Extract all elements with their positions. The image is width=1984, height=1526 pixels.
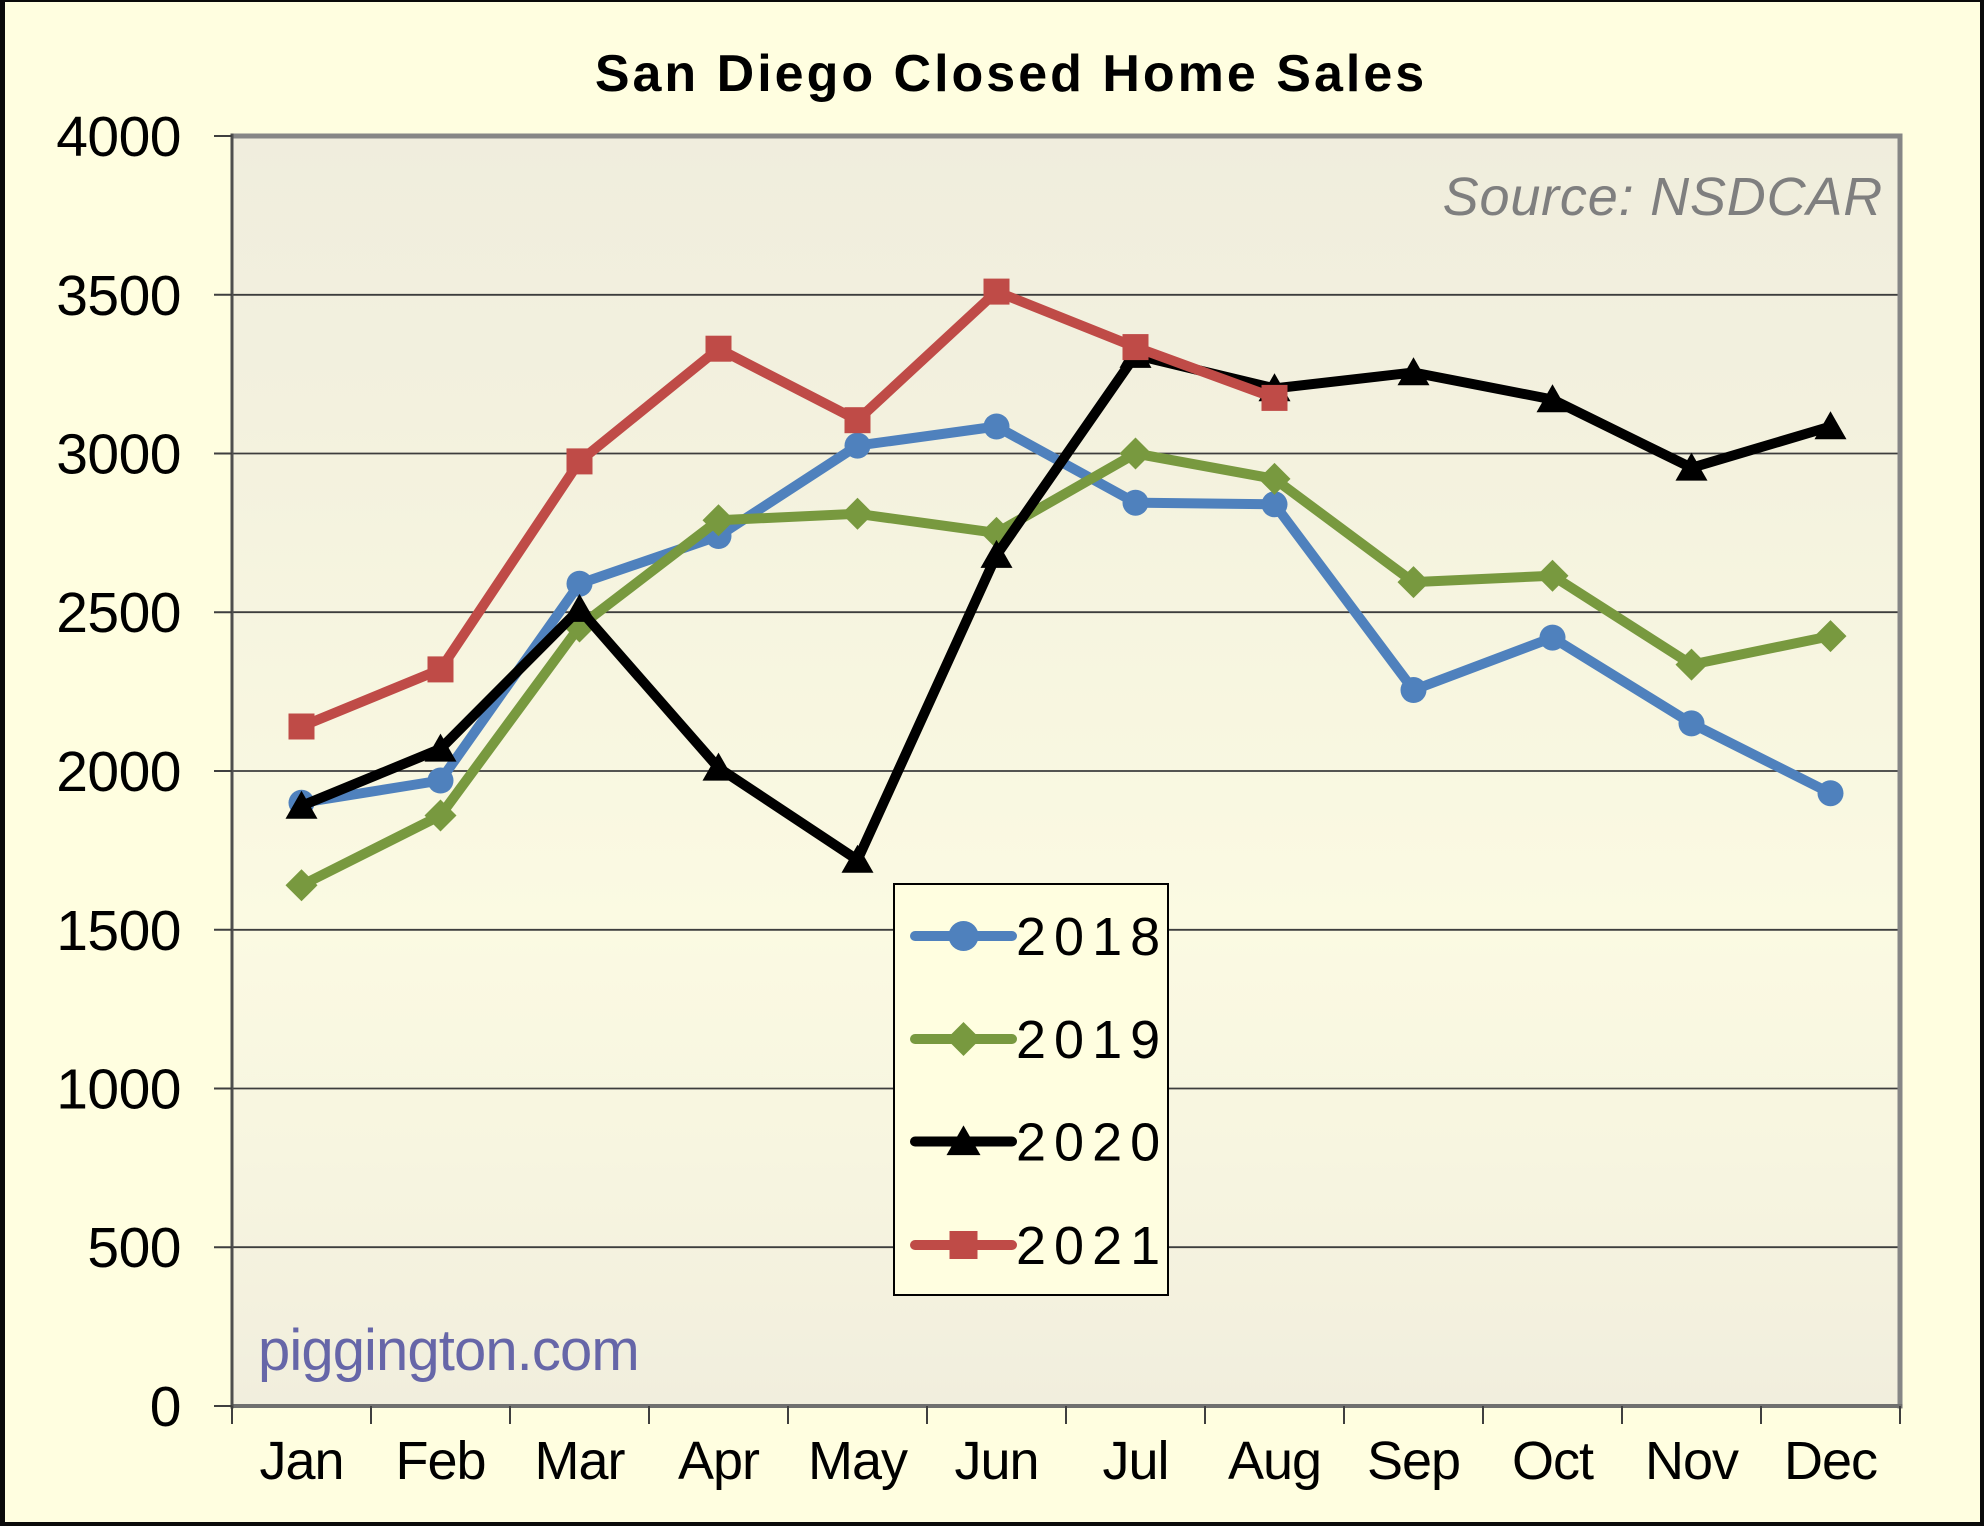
svg-text:Jan: Jan <box>259 1431 343 1491</box>
svg-text:Apr: Apr <box>678 1431 760 1491</box>
svg-text:Sep: Sep <box>1367 1431 1460 1491</box>
svg-text:Mar: Mar <box>535 1431 626 1491</box>
svg-text:2021: 2021 <box>1016 1216 1168 1276</box>
svg-text:2019: 2019 <box>1016 1010 1168 1070</box>
svg-text:4000: 4000 <box>56 105 181 169</box>
svg-text:May: May <box>808 1431 908 1491</box>
svg-text:Aug: Aug <box>1228 1431 1321 1491</box>
svg-text:Dec: Dec <box>1784 1431 1877 1491</box>
svg-text:2000: 2000 <box>56 740 181 804</box>
svg-text:Oct: Oct <box>1512 1431 1594 1491</box>
svg-text:0: 0 <box>150 1375 181 1439</box>
svg-text:Jul: Jul <box>1102 1431 1168 1491</box>
svg-text:1000: 1000 <box>56 1058 181 1122</box>
svg-text:2500: 2500 <box>56 581 181 645</box>
svg-text:piggington.com: piggington.com <box>258 1318 639 1383</box>
svg-text:1500: 1500 <box>56 899 181 963</box>
svg-text:Feb: Feb <box>395 1431 485 1491</box>
svg-text:2018: 2018 <box>1016 907 1168 967</box>
svg-text:500: 500 <box>87 1216 181 1280</box>
svg-text:Jun: Jun <box>954 1431 1038 1491</box>
svg-text:San Diego Closed Home Sales: San Diego Closed Home Sales <box>595 45 1427 103</box>
svg-text:2020: 2020 <box>1016 1113 1168 1173</box>
svg-text:3000: 3000 <box>56 423 181 487</box>
svg-text:Nov: Nov <box>1645 1431 1739 1491</box>
svg-text:3500: 3500 <box>56 264 181 328</box>
svg-text:Source: NSDCAR: Source: NSDCAR <box>1443 167 1883 227</box>
